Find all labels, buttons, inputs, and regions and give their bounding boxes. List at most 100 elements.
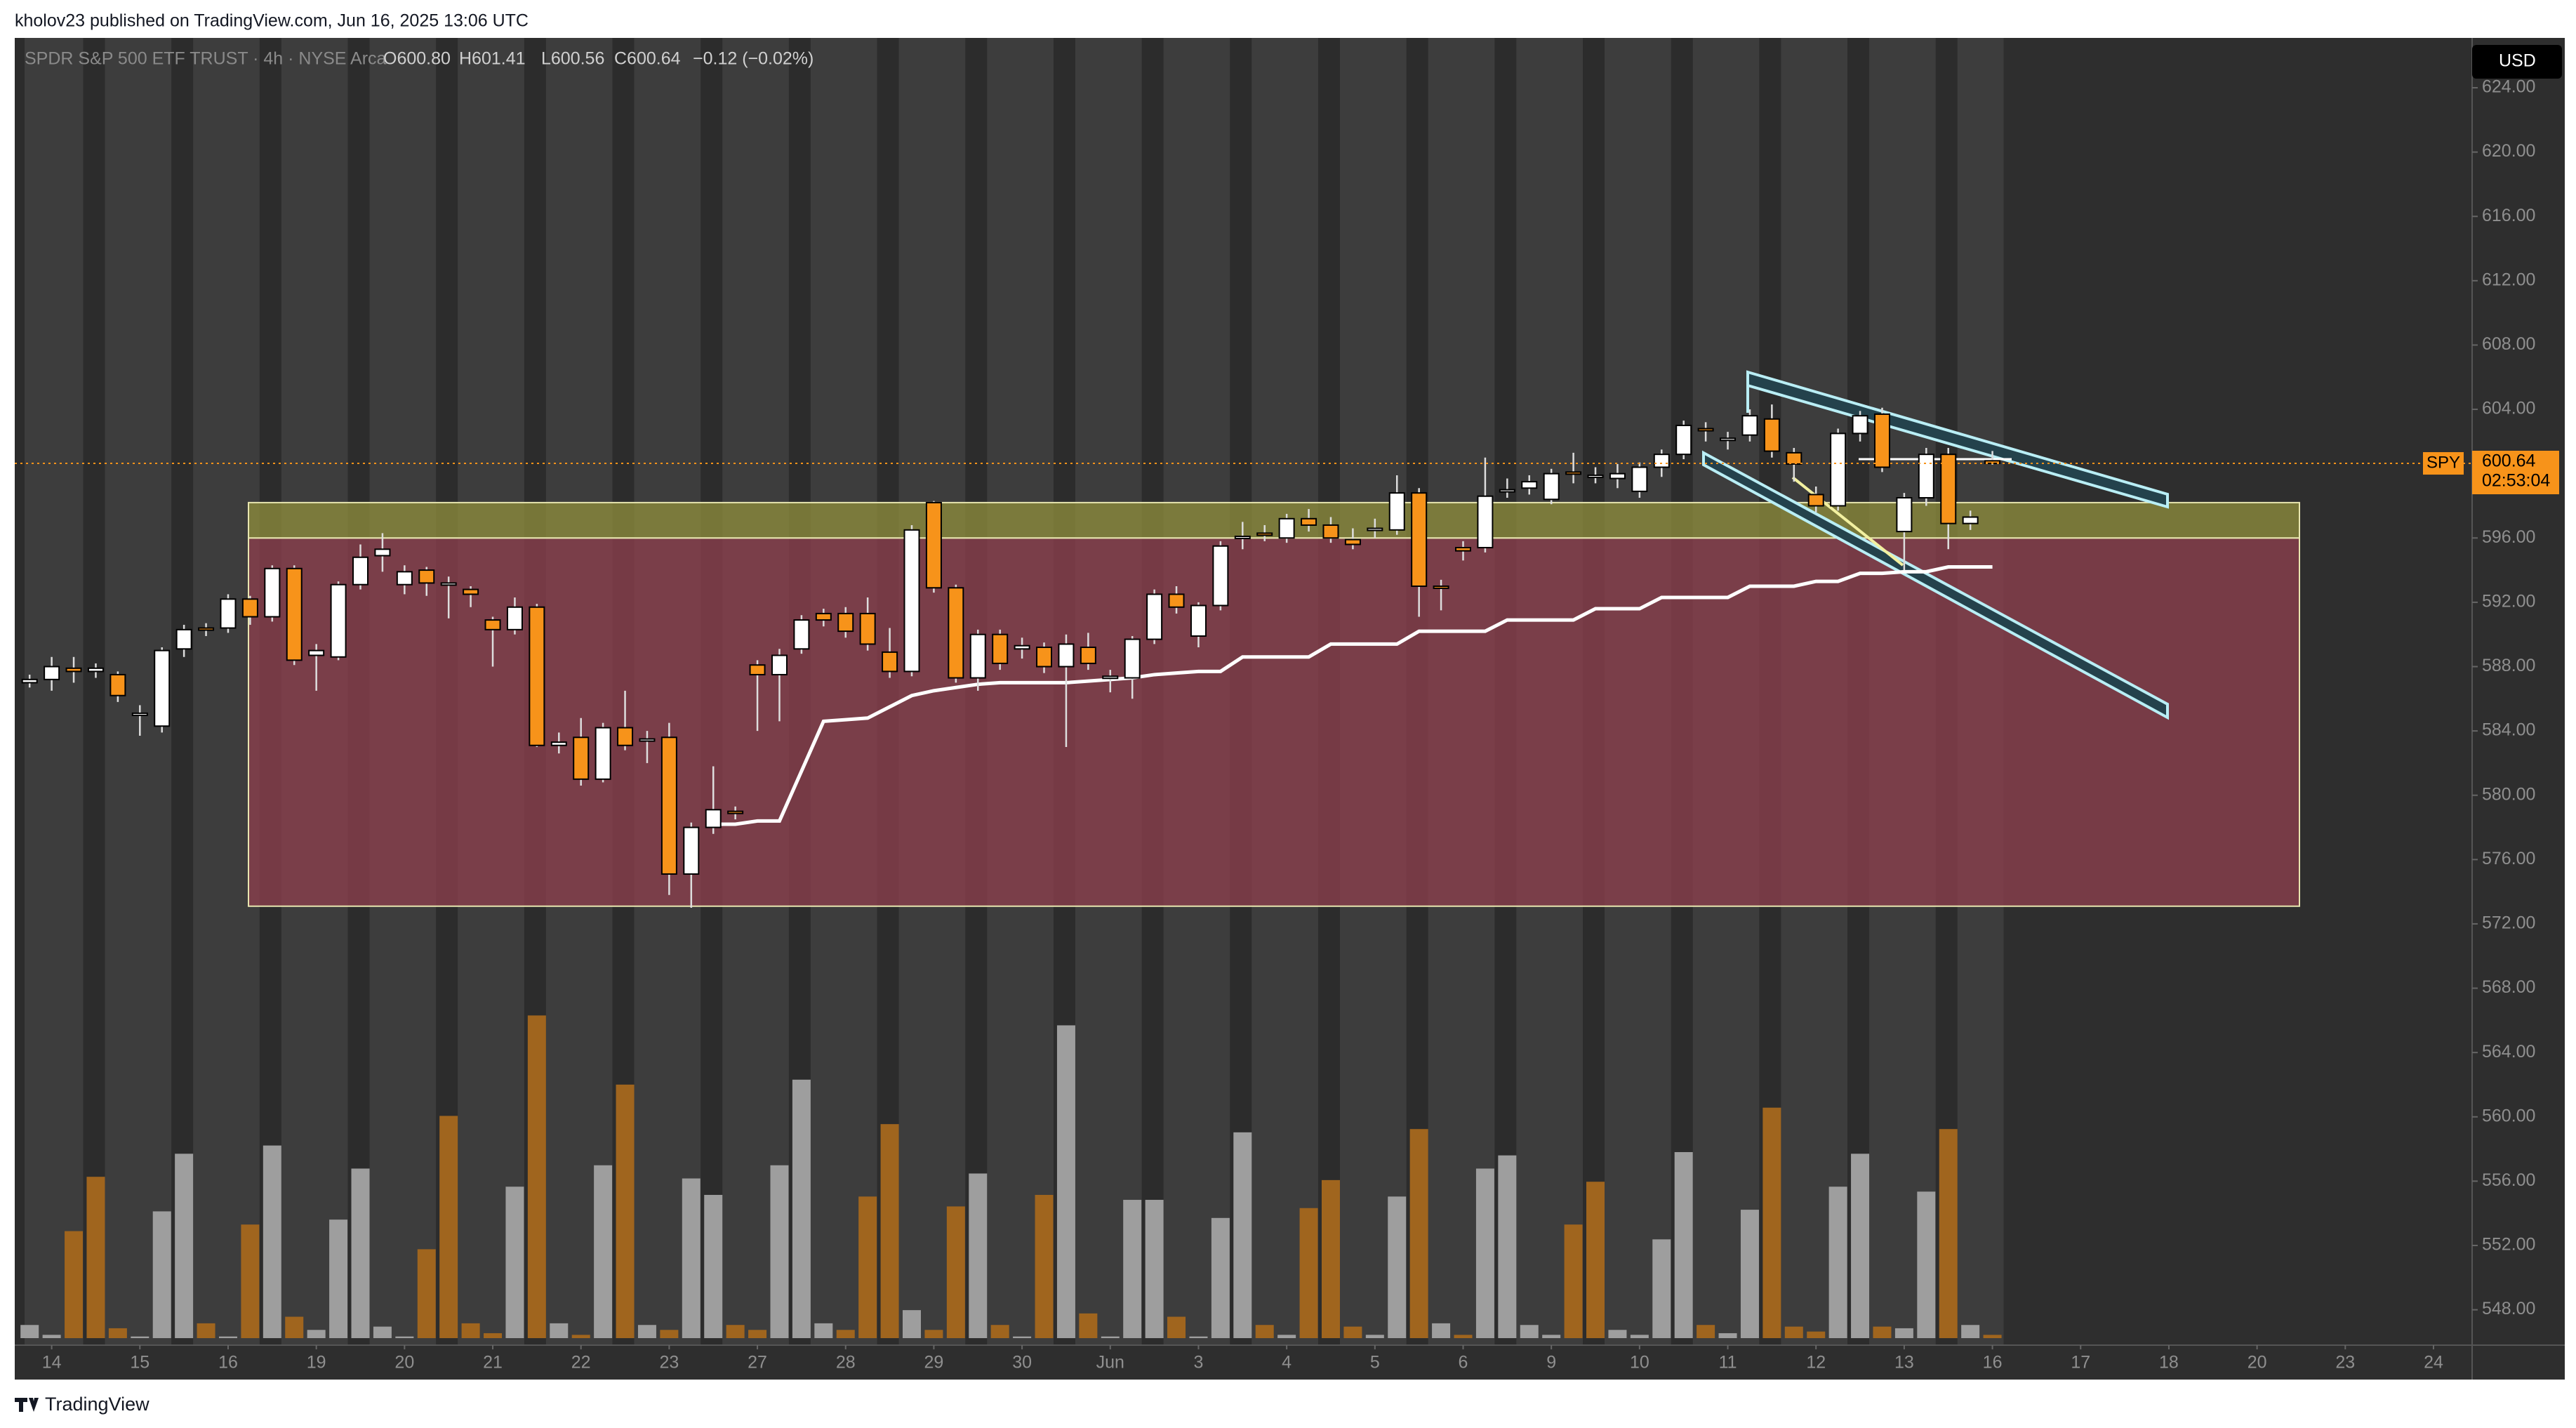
candle-body [1411,492,1428,587]
candle-body [595,727,611,780]
volume-bar [924,1330,943,1338]
volume-bar [1807,1331,1826,1338]
candle-body [1873,413,1890,468]
volume-bar [1652,1239,1671,1338]
volume-bar [1762,1107,1781,1338]
candle-body [1301,517,1317,526]
candle-body [1852,415,1868,435]
volume-bar [373,1326,392,1338]
candle-body [1124,638,1141,679]
x-tick-label: 14 [42,1353,62,1373]
volume-bar [307,1330,326,1338]
volume-bar [218,1336,237,1338]
candle-body [727,810,744,814]
volume-bar [175,1153,194,1338]
volume-bar [1255,1325,1274,1338]
candle-body [1830,432,1847,507]
candle-body [1653,454,1670,468]
candle-body [1543,472,1560,501]
volume-bar [395,1336,414,1338]
volume-bar [1939,1129,1958,1338]
x-tick-label: 13 [1894,1353,1914,1373]
x-tick-label: 18 [2159,1353,2179,1373]
volume-bar [1983,1335,2002,1338]
volume-bar [616,1084,635,1338]
candle-body [440,582,457,586]
volume-bar [836,1330,855,1338]
currency-label: USD [2499,51,2536,71]
volume-bar [969,1173,988,1338]
candle-body [1014,644,1030,650]
volume-bar [1432,1323,1451,1338]
session-stripe [83,38,105,1345]
y-tick-label: 616.00 [2482,206,2535,225]
volume-bar [1388,1196,1407,1338]
candle-body [1367,527,1383,531]
volume-bar [461,1323,480,1338]
candle-body [1080,647,1096,664]
volume-bar [704,1194,723,1338]
channel-lower [1702,450,2169,720]
candle-body [550,741,567,746]
symbol-label: SPY [2426,453,2460,472]
x-tick-label: 16 [218,1353,238,1373]
candle-body [771,654,788,675]
volume-bar [682,1178,701,1338]
candle-body [352,556,369,586]
price-zone [248,537,2300,907]
candle-body [374,548,391,557]
candle-body [484,619,501,630]
volume-bar [1630,1335,1649,1338]
candle-body [87,667,104,673]
candle-body [617,727,634,746]
volume-bar [1498,1155,1517,1338]
candle-body [418,569,435,584]
y-tick-label: 612.00 [2482,270,2535,289]
volume-bar [527,1015,546,1338]
volume-bar [1409,1129,1428,1338]
volume-bar [505,1186,524,1338]
y-tick-label: 560.00 [2482,1106,2535,1125]
volume-bar [1233,1132,1252,1338]
footer-brand: TradingView [45,1394,150,1415]
x-tick-label: 6 [1459,1353,1468,1373]
candle-body [529,606,545,746]
volume-bar [1101,1336,1120,1338]
candle-body [286,567,303,661]
volume-bar [285,1316,304,1338]
logo-mark [15,1398,39,1412]
x-tick-label: 23 [2335,1353,2355,1373]
candle-body [109,673,126,696]
x-tick-label: 9 [1546,1353,1556,1373]
candle-body [241,598,258,618]
volume-bar [726,1325,745,1338]
y-tick-label: 620.00 [2482,141,2535,161]
axes: 548.00 552.00 556.00 560.00 564.00 568.00 572.… [15,38,2565,1380]
volume-bar [86,1177,105,1338]
volume-bar [1167,1316,1186,1338]
candle-body [882,651,898,673]
x-tick-label: 10 [1630,1353,1649,1373]
y-tick-label: 624.00 [2482,77,2535,97]
y-tick-label: 564.00 [2482,1042,2535,1062]
last-price-label: 600.64 [2482,451,2536,471]
volume-bar [1079,1313,1098,1338]
y-tick-label: 580.00 [2482,784,2535,804]
volume-bar [1145,1200,1164,1338]
currency-button[interactable] [2472,45,2562,79]
volume-bar [65,1231,84,1338]
last-price-box [2472,451,2559,495]
price-zone [248,501,2300,539]
candle-body [1918,454,1934,499]
volume-bar [594,1165,613,1338]
x-tick-label: 17 [2071,1353,2090,1373]
y-tick-label: 596.00 [2482,527,2535,547]
volume-bar [329,1219,348,1338]
candle-body [506,606,523,630]
candle-body [1675,424,1692,456]
x-tick-label: 20 [2248,1353,2267,1373]
legend-item: −0.12 (−0.02%) [693,49,814,69]
volume-bar [550,1323,569,1338]
